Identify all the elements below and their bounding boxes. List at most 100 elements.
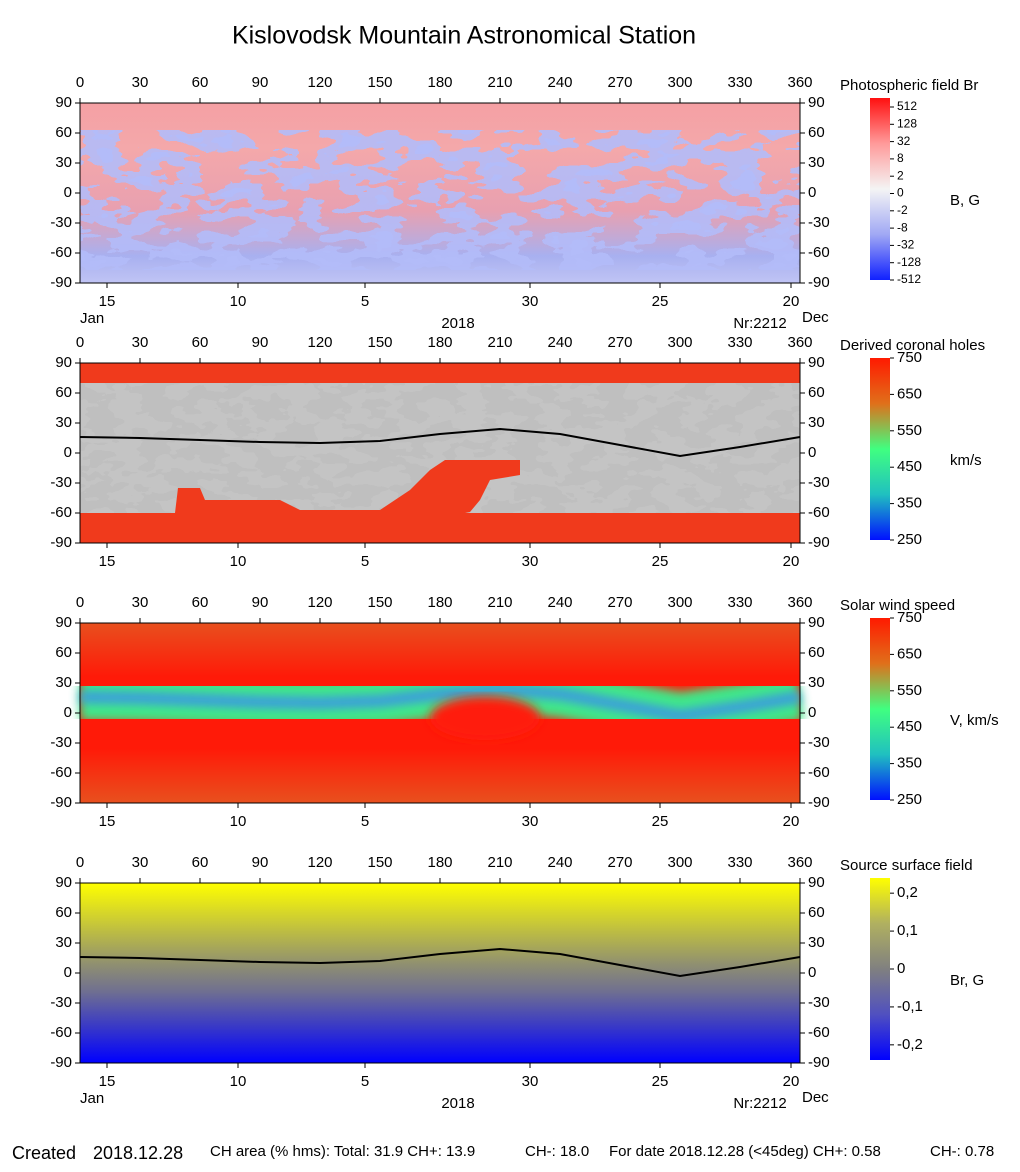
colorbar <box>870 878 890 1060</box>
for-date: For date 2018.12.28 (<45deg) CH+: 0.58 <box>609 1143 881 1160</box>
x-tick-label: 360 <box>787 594 812 611</box>
date-tick-label: 30 <box>522 813 539 830</box>
neutral-line <box>79 947 801 978</box>
colorbar-tick-label: 0,2 <box>897 884 918 901</box>
y-tick-label: -30 <box>50 474 72 491</box>
y-tick-label-right: -90 <box>808 534 830 551</box>
colorbar-tick-label: 250 <box>897 531 922 548</box>
x-tick-label: 240 <box>547 334 572 351</box>
rotation-number: Nr:2212 <box>733 1095 786 1112</box>
x-tick-label: 90 <box>252 594 269 611</box>
photospheric-map <box>80 103 800 283</box>
x-tick-label: 270 <box>607 74 632 91</box>
y-tick-label: 90 <box>55 874 72 891</box>
created-date: 2018.12.28 <box>93 1143 183 1163</box>
y-tick-label-right: 90 <box>808 614 825 631</box>
y-tick-label: 60 <box>55 384 72 401</box>
colorbar-tick-label: 750 <box>897 349 922 366</box>
created-label: Created <box>12 1143 76 1163</box>
x-tick-label: 180 <box>427 74 452 91</box>
colorbar-label: km/s <box>950 452 982 469</box>
y-tick-label-right: 30 <box>808 414 825 431</box>
start-month: Jan <box>80 1090 104 1107</box>
x-tick-label: 330 <box>727 854 752 871</box>
x-tick-label: 240 <box>547 594 572 611</box>
y-tick-label: 30 <box>55 674 72 691</box>
colorbar-tick-label: 0 <box>897 960 905 977</box>
y-tick-label-right: -60 <box>808 504 830 521</box>
colorbar-label: Br, G <box>950 972 984 989</box>
date-tick-label: 30 <box>522 293 539 310</box>
date-tick-label: 10 <box>230 293 247 310</box>
x-tick-label: 0 <box>76 854 84 871</box>
end-month: Dec <box>802 1089 829 1106</box>
x-tick-label: 30 <box>132 334 149 351</box>
x-tick-label: 60 <box>192 74 209 91</box>
colorbar-tick-label: 2 <box>897 168 904 182</box>
colorbar-tick-label: -0,1 <box>897 998 923 1015</box>
date-tick-label: 5 <box>361 1073 369 1090</box>
ch-minus: CH-: 18.0 <box>525 1143 589 1160</box>
y-tick-label-right: 0 <box>808 964 816 981</box>
x-tick-label: 360 <box>787 334 812 351</box>
x-tick-label: 300 <box>667 594 692 611</box>
x-tick-label: 150 <box>367 334 392 351</box>
y-tick-label-right: 60 <box>808 124 825 141</box>
x-tick-label: 90 <box>252 854 269 871</box>
date-tick-label: 20 <box>783 293 800 310</box>
y-tick-label-right: -90 <box>808 794 830 811</box>
y-tick-label: 30 <box>55 934 72 951</box>
colorbar-title: Solar wind speed <box>840 597 955 614</box>
y-tick-label-right: -90 <box>808 1054 830 1071</box>
x-tick-label: 150 <box>367 854 392 871</box>
y-tick-label-right: -30 <box>808 734 830 751</box>
x-tick-label: 60 <box>192 594 209 611</box>
y-tick-label-right: -60 <box>808 1024 830 1041</box>
colorbar-tick-label: 0 <box>897 186 904 200</box>
ch-area: CH area (% hms): Total: 31.9 CH+: 13.9 <box>210 1143 475 1160</box>
colorbar-tick-label: 650 <box>897 385 922 402</box>
x-tick-label: 300 <box>667 74 692 91</box>
colorbar-tick-label: 8 <box>897 151 904 165</box>
y-tick-label-right: 30 <box>808 934 825 951</box>
colorbar-tick-label: -128 <box>897 255 921 269</box>
x-tick-label: 90 <box>252 74 269 91</box>
x-tick-label: 180 <box>427 594 452 611</box>
y-tick-label-right: 0 <box>808 184 816 201</box>
date-tick-label: 10 <box>230 1073 247 1090</box>
y-tick-label: 90 <box>55 614 72 631</box>
colorbar-tick-label: 32 <box>897 134 911 148</box>
x-tick-label: 30 <box>132 74 149 91</box>
date-tick-label: 10 <box>230 813 247 830</box>
x-tick-label: 0 <box>76 74 84 91</box>
x-tick-label: 0 <box>76 334 84 351</box>
x-tick-label: 330 <box>727 334 752 351</box>
x-tick-label: 300 <box>667 854 692 871</box>
y-tick-label: -60 <box>50 504 72 521</box>
date-tick-label: 5 <box>361 553 369 570</box>
x-tick-label: 330 <box>727 74 752 91</box>
colorbar-tick-label: 550 <box>897 682 922 699</box>
ch-minus-date: CH-: 0.78 <box>930 1143 994 1160</box>
y-tick-label-right: 60 <box>808 384 825 401</box>
x-tick-label: 270 <box>607 334 632 351</box>
y-tick-label-right: -30 <box>808 214 830 231</box>
rotation-number: Nr:2212 <box>733 315 786 332</box>
date-tick-label: 5 <box>361 813 369 830</box>
y-tick-label: 0 <box>64 704 72 721</box>
colorbar-tick-label: 450 <box>897 458 922 475</box>
date-tick-label: 30 <box>522 1073 539 1090</box>
colorbar <box>870 98 890 280</box>
date-tick-label: 15 <box>99 1073 116 1090</box>
date-tick-label: 25 <box>652 1073 669 1090</box>
y-tick-label: -90 <box>50 534 72 551</box>
x-tick-label: 330 <box>727 594 752 611</box>
y-tick-label: -60 <box>50 244 72 261</box>
x-tick-label: 0 <box>76 594 84 611</box>
y-tick-label-right: -60 <box>808 764 830 781</box>
x-tick-label: 60 <box>192 854 209 871</box>
date-tick-label: 25 <box>652 553 669 570</box>
x-tick-label: 120 <box>307 594 332 611</box>
x-tick-label: 210 <box>487 594 512 611</box>
